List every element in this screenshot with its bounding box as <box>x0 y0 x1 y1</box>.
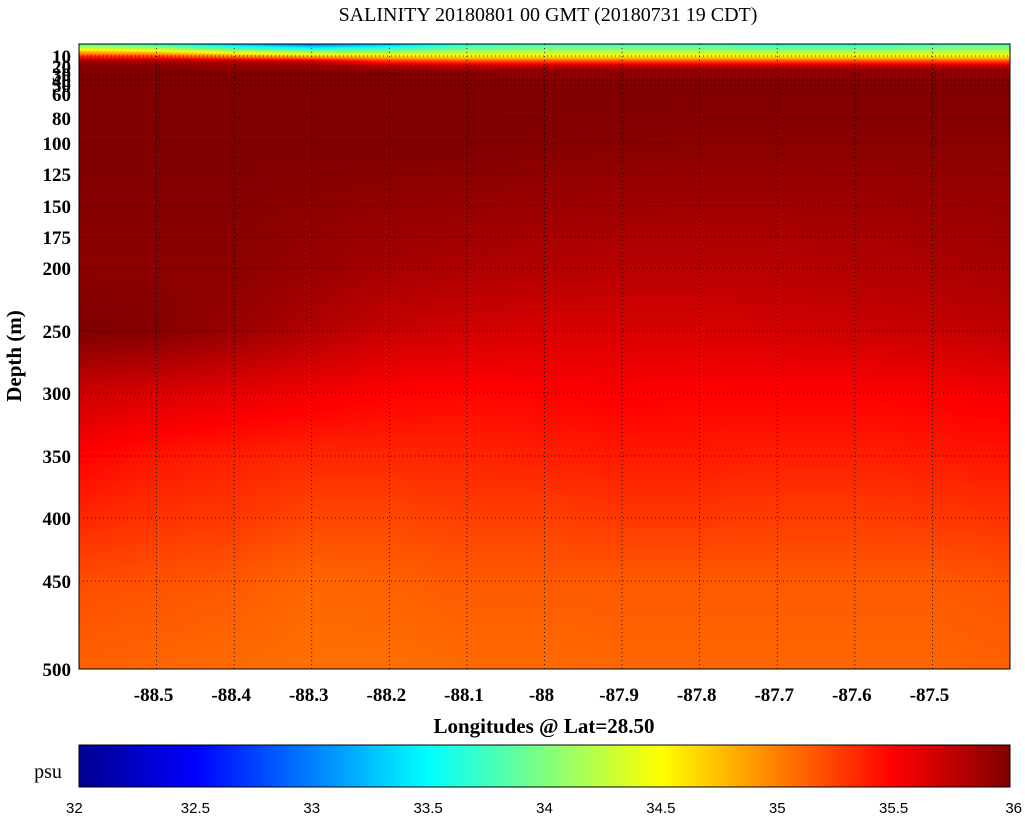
x-tick-label: -87.7 <box>754 685 794 706</box>
colorbar: psu 32 32.5 33 33.5 34 34.5 35 35.5 36 <box>34 744 1022 817</box>
x-tick-label: -88 <box>529 685 554 706</box>
x-axis-label: Longitudes @ Lat=28.50 <box>433 714 654 738</box>
colorbar-tick-label: 33 <box>303 800 320 817</box>
colorbar-tick-label: 34.5 <box>646 800 675 817</box>
y-tick-label: 200 <box>43 259 72 280</box>
y-tick-label: 300 <box>43 384 72 405</box>
y-tick-label: 175 <box>43 228 72 249</box>
x-tick-label: -88.3 <box>289 685 329 706</box>
plot-area <box>78 43 1011 670</box>
colorbar-tick-label: 35 <box>769 800 786 817</box>
x-tick-label: -87.6 <box>832 685 872 706</box>
y-tick-label: 30 <box>52 65 71 86</box>
colorbar-tick-label: 36 <box>1005 800 1022 817</box>
y-tick-label: 80 <box>52 109 71 130</box>
colorbar-tick-label: 33.5 <box>414 800 443 817</box>
y-tick-label: 40 <box>52 71 71 92</box>
y-tick-label: 400 <box>43 509 72 530</box>
y-axis-label: Depth (m) <box>2 310 26 402</box>
x-tick-label: -88.2 <box>367 685 407 706</box>
y-tick-label: 350 <box>43 447 72 468</box>
y-tick-label: 20 <box>52 57 71 78</box>
colorbar-unit: psu <box>34 761 62 783</box>
plot-frame <box>78 43 1011 670</box>
colorbar-tick-label: 35.5 <box>879 800 908 817</box>
x-tick-label: -87.9 <box>599 685 639 706</box>
y-tick-label: 125 <box>43 165 72 186</box>
x-tick-label: -87.8 <box>677 685 717 706</box>
y-tick-label: 150 <box>43 197 72 218</box>
x-tick-label: -88.5 <box>134 685 174 706</box>
y-tick-label: 450 <box>43 572 72 593</box>
y-tick-label: 50 <box>52 76 71 97</box>
y-tick-label: 500 <box>43 660 72 681</box>
x-tick-label: -88.4 <box>211 685 251 706</box>
y-tick-label: 250 <box>43 322 72 343</box>
grid-lines <box>79 44 1010 670</box>
x-axis-ticks: -88.5 -88.4 -88.3 -88.2 -88.1 -88 -87.9 -87.8 -8… <box>134 685 949 706</box>
x-tick-label: -87.5 <box>910 685 950 706</box>
colorbar-gradient <box>78 744 1011 788</box>
y-tick-label: 100 <box>43 134 72 155</box>
y-tick-label: 10 <box>52 47 71 68</box>
x-tick-label: -88.1 <box>444 685 484 706</box>
colorbar-ticks: 32 32.5 33 33.5 34 34.5 35 35.5 36 <box>66 800 1022 817</box>
colorbar-tick-label: 34 <box>536 800 553 817</box>
y-tick-label: 60 <box>52 85 71 106</box>
chart-title: SALINITY 20180801 00 GMT (20180731 19 CD… <box>339 4 758 26</box>
colorbar-tick-label: 32 <box>66 800 83 817</box>
colorbar-tick-label: 32.5 <box>181 800 210 817</box>
